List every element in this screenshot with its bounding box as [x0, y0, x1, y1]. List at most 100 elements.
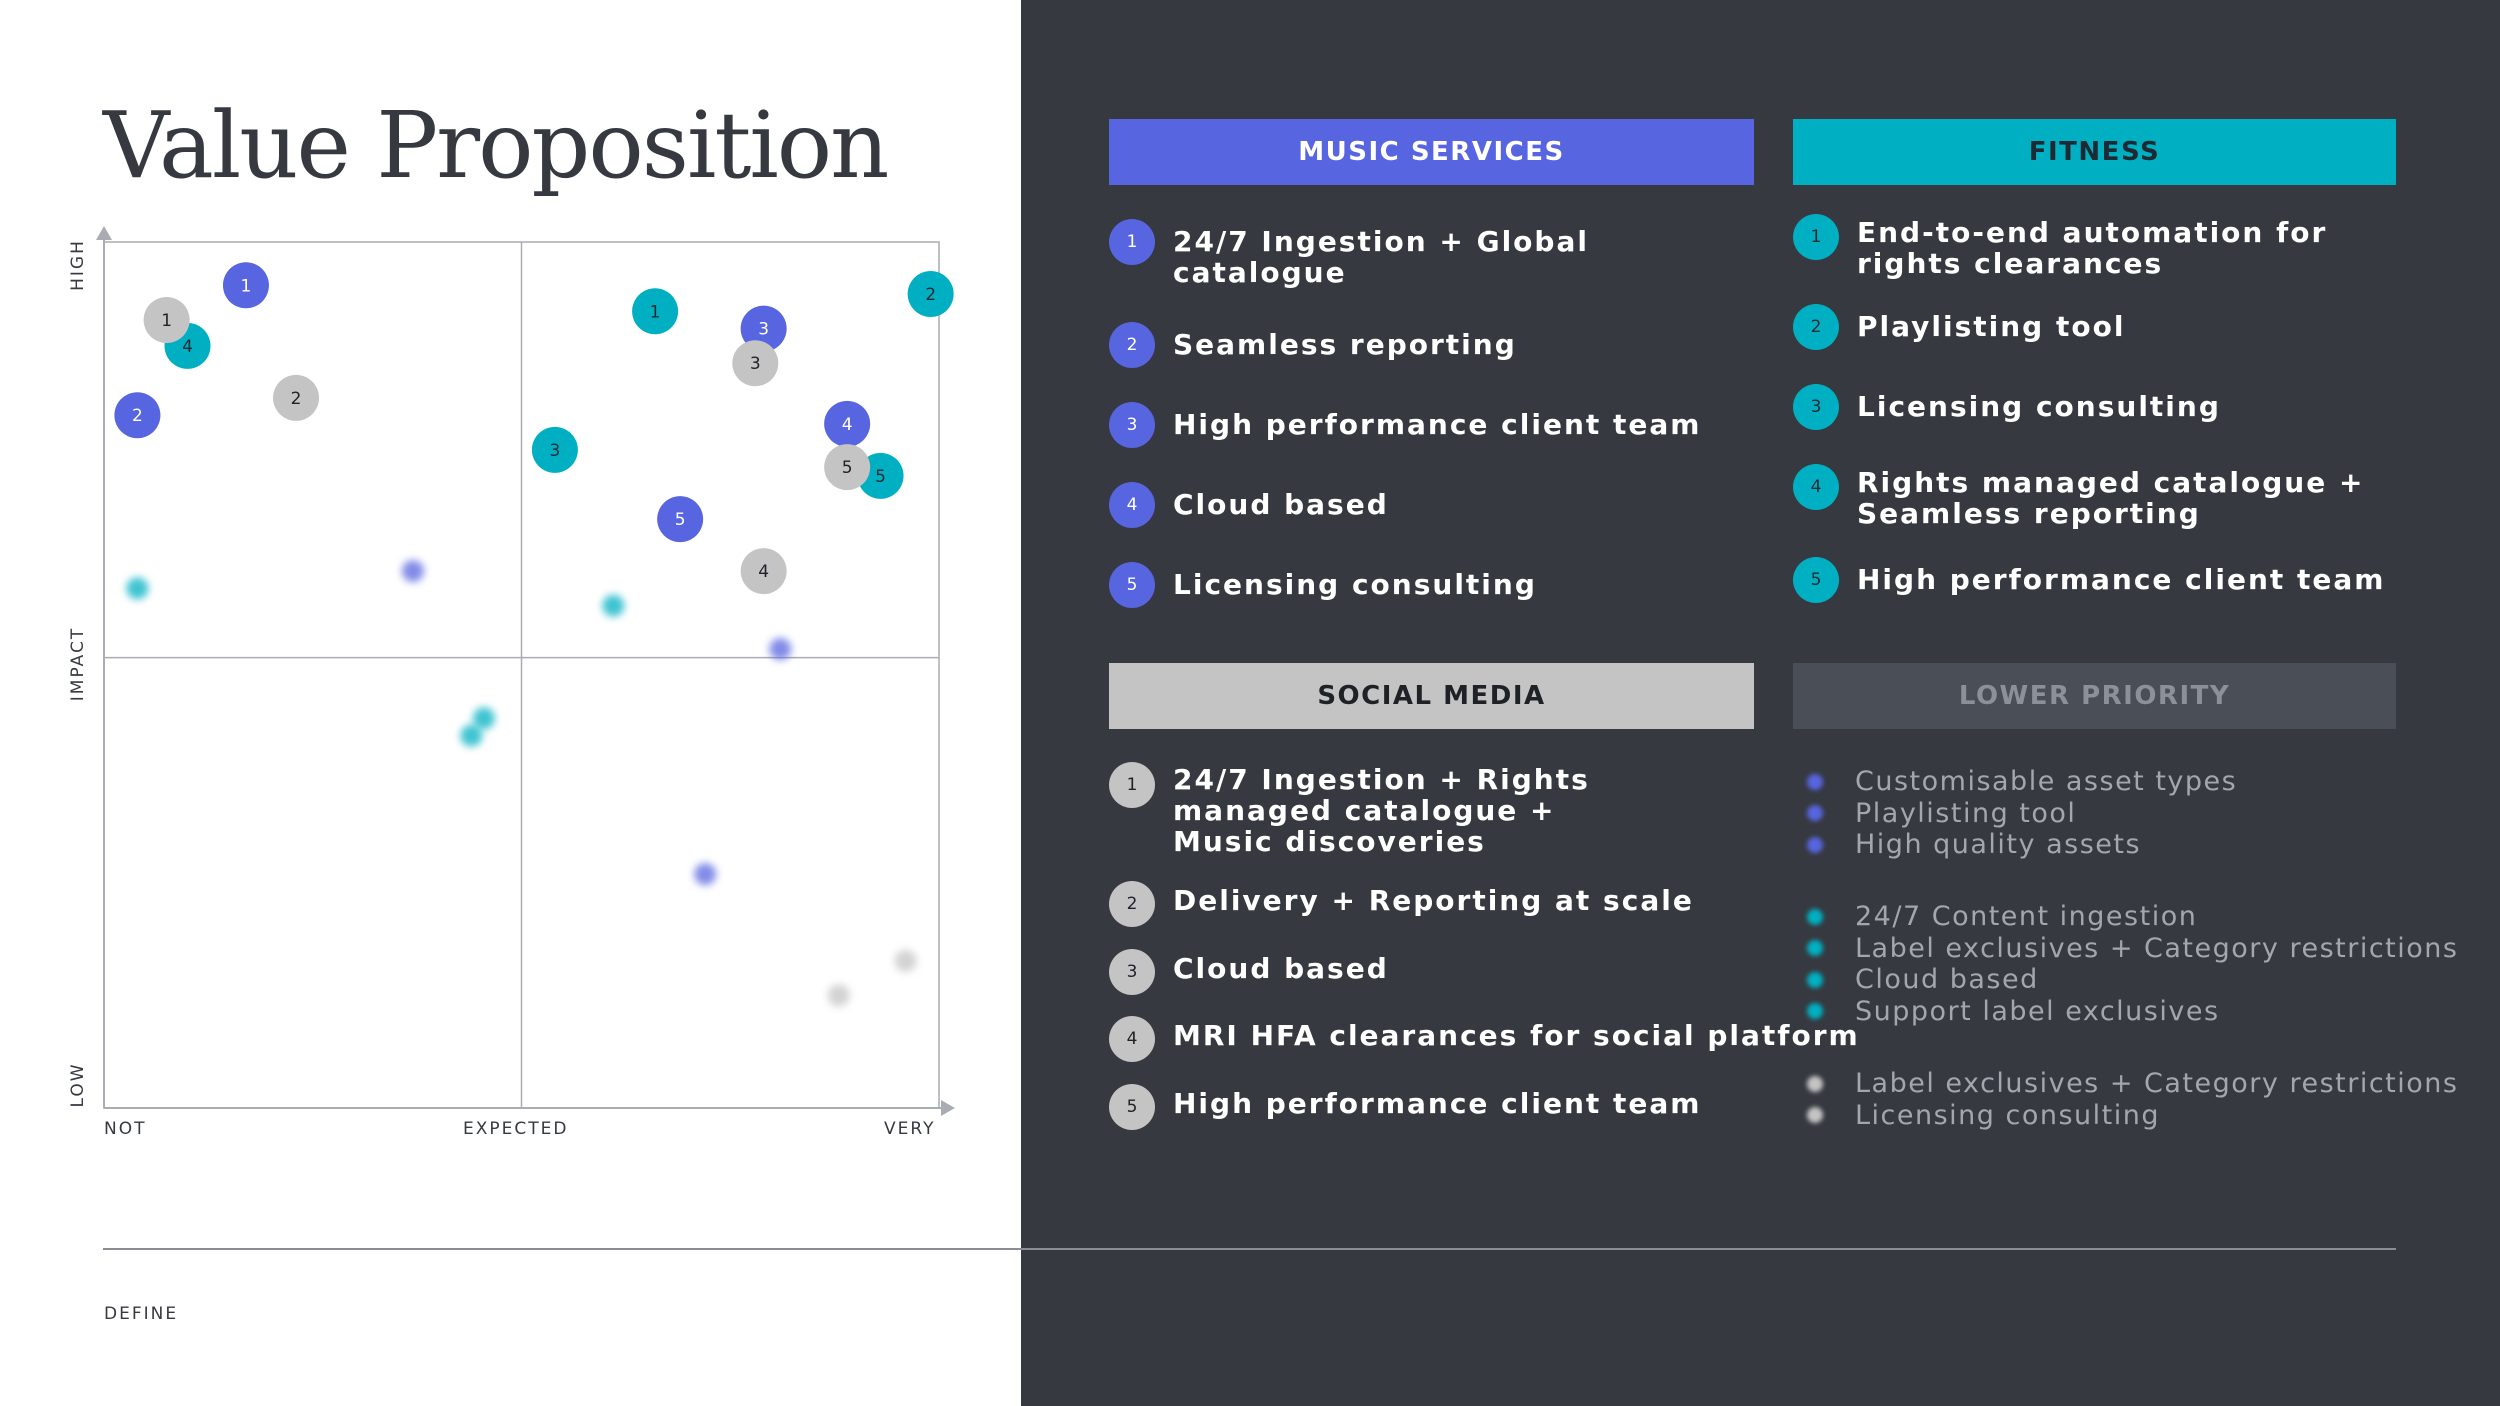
- point-label-social-media-5: 5: [842, 458, 853, 478]
- lower-item-text: Label exclusives + Category restrictions: [1855, 1068, 2459, 1100]
- list-item: 1 24/7 Ingestion + Global catalogue: [1109, 219, 1754, 288]
- point-label-music-services-4: 4: [842, 415, 853, 435]
- list-item: 3 Licensing consulting: [1793, 384, 2396, 430]
- number-badge: 4: [1793, 464, 1839, 510]
- lower-item: Customisable asset types: [1793, 766, 2237, 798]
- faded-point-4: [769, 638, 792, 661]
- lower-item: Playlisting tool: [1793, 798, 2237, 830]
- number-badge: 5: [1109, 1084, 1155, 1130]
- faded-point-8: [894, 949, 917, 972]
- number-badge: 5: [1793, 557, 1839, 603]
- point-label-music-services-3: 3: [758, 320, 769, 340]
- item-text: Delivery + Reporting at scale: [1173, 884, 1694, 917]
- panel-header-music: MUSIC SERVICES: [1109, 119, 1754, 185]
- point-label-social-media-3: 3: [750, 354, 761, 374]
- item-text: High performance client team: [1173, 1087, 1702, 1120]
- lower-group-fitness: 24/7 Content ingestion Label exclusives …: [1793, 901, 2458, 1027]
- list-item: 2 Playlisting tool: [1793, 304, 2396, 350]
- x-axis-arrow-icon: [941, 1100, 955, 1116]
- bullet-dot-icon: [1807, 805, 1823, 822]
- footer-label: DEFINE: [104, 1304, 179, 1324]
- point-label-social-media-2: 2: [291, 389, 302, 409]
- item-text: Licensing consulting: [1173, 568, 1537, 601]
- bullet-dot-icon: [1807, 940, 1823, 957]
- social-list: 1 24/7 Ingestion + Rights managed catalog…: [1109, 762, 1858, 1130]
- point-label-music-services-1: 1: [241, 276, 252, 296]
- number-badge: 3: [1793, 384, 1839, 430]
- divider-line: [103, 1248, 2396, 1250]
- lower-item-text: Cloud based: [1855, 964, 2039, 996]
- impact-scatter-chart: 1 2 3 4 5 1 2 3 4 5 1 2 3 4 5: [96, 226, 955, 1116]
- point-social-media-2: [273, 374, 320, 421]
- point-label-fitness-1: 1: [650, 302, 661, 322]
- list-item: 2 Seamless reporting: [1109, 322, 1754, 368]
- panel-social-media: SOCIAL MEDIA 1 24/7 Ingestion + Rights ma…: [1109, 663, 1858, 1130]
- y-axis-arrow-icon: [96, 226, 112, 240]
- list-item: 4 Rights managed catalogue + Seamless rep…: [1793, 464, 2396, 529]
- panel-header-social: SOCIAL MEDIA: [1109, 663, 1754, 729]
- number-badge: 5: [1109, 562, 1155, 608]
- lower-item-text: Label exclusives + Category restrictions: [1855, 932, 2459, 964]
- point-music-services-2: [114, 392, 161, 439]
- list-item: 4 MRI HFA clearances for social platform: [1109, 1016, 1858, 1062]
- point-label-social-media-1: 1: [161, 311, 172, 331]
- number-badge: 3: [1109, 402, 1155, 448]
- point-social-media-5: [824, 444, 871, 491]
- point-label-social-media-4: 4: [758, 562, 769, 582]
- bullet-dot-icon: [1807, 908, 1823, 925]
- lower-item: Label exclusives + Category restrictions: [1793, 1068, 2458, 1100]
- list-item: 3 Cloud based: [1109, 949, 1754, 995]
- point-label-music-services-2: 2: [132, 406, 143, 426]
- y-tick-high: HIGH: [68, 239, 88, 291]
- faded-point-3: [602, 594, 625, 617]
- bullet-dot-icon: [1807, 1107, 1823, 1124]
- lower-item: Label exclusives + Category restrictions: [1793, 933, 2458, 965]
- y-axis-label: IMPACT: [68, 626, 88, 702]
- panel-fitness: FITNESS 1 End-to-end automation for right…: [1793, 119, 2396, 603]
- lower-item: Cloud based: [1793, 964, 2458, 996]
- item-text: Seamless reporting: [1173, 328, 1517, 361]
- list-item: 5 High performance client team: [1109, 1084, 1754, 1130]
- point-music-services-5: [657, 496, 704, 543]
- item-text: 24/7 Ingestion + Global catalogue: [1173, 225, 1589, 289]
- lower-item: Licensing consulting: [1793, 1100, 2458, 1132]
- number-badge: 4: [1109, 482, 1155, 528]
- point-label-fitness-2: 2: [925, 285, 936, 305]
- lower-item-text: Playlisting tool: [1855, 797, 2077, 829]
- lower-item-text: High quality assets: [1855, 829, 2142, 861]
- point-music-services-1: [222, 262, 269, 309]
- lower-group-music: Customisable asset types Playlisting too…: [1793, 766, 2237, 861]
- item-text: 24/7 Ingestion + Rights managed catalogu…: [1173, 763, 1590, 858]
- point-label-fitness-3: 3: [549, 441, 560, 461]
- list-item: 1 24/7 Ingestion + Rights managed catalog…: [1109, 762, 1754, 857]
- point-music-services-3: [740, 305, 787, 352]
- faded-point-2: [401, 560, 424, 583]
- item-text: High performance client team: [1857, 563, 2386, 596]
- x-tick-very: VERY: [884, 1119, 936, 1139]
- number-badge: 1: [1109, 219, 1155, 265]
- point-social-media-4: [740, 548, 787, 595]
- lower-item-text: 24/7 Content ingestion: [1855, 901, 2198, 933]
- y-tick-low: LOW: [68, 1062, 88, 1108]
- left-panel: Value Proposition 1 2 3 4 5 1 2 3 4 5 1 2 3 4 5 HIGH I…: [0, 0, 1021, 1406]
- list-item: 3 High performance client team: [1109, 402, 1754, 448]
- bullet-dot-icon: [1807, 1003, 1823, 1020]
- panel-header-lower: LOWER PRIORITY: [1793, 663, 2396, 729]
- faded-point-7: [694, 863, 717, 886]
- page-title: Value Proposition: [103, 92, 889, 199]
- number-badge: 3: [1109, 949, 1155, 995]
- item-text: Rights managed catalogue + Seamless repo…: [1857, 466, 2365, 530]
- number-badge: 4: [1109, 1016, 1155, 1062]
- x-tick-not: NOT: [104, 1119, 147, 1139]
- item-text: Cloud based: [1173, 488, 1389, 521]
- item-text: Licensing consulting: [1857, 390, 2221, 423]
- lower-item: Support label exclusives: [1793, 996, 2458, 1028]
- lower-item: 24/7 Content ingestion: [1793, 901, 2458, 933]
- faded-point-1: [126, 577, 149, 600]
- lower-group-social: Label exclusives + Category restrictions…: [1793, 1068, 2458, 1131]
- fitness-list: 1 End-to-end automation for rights cleara…: [1793, 214, 2396, 603]
- number-badge: 2: [1109, 322, 1155, 368]
- point-fitness-2: [907, 270, 954, 317]
- item-text: End-to-end automation for rights clearan…: [1857, 216, 2328, 280]
- list-item: 2 Delivery + Reporting at scale: [1109, 881, 1754, 927]
